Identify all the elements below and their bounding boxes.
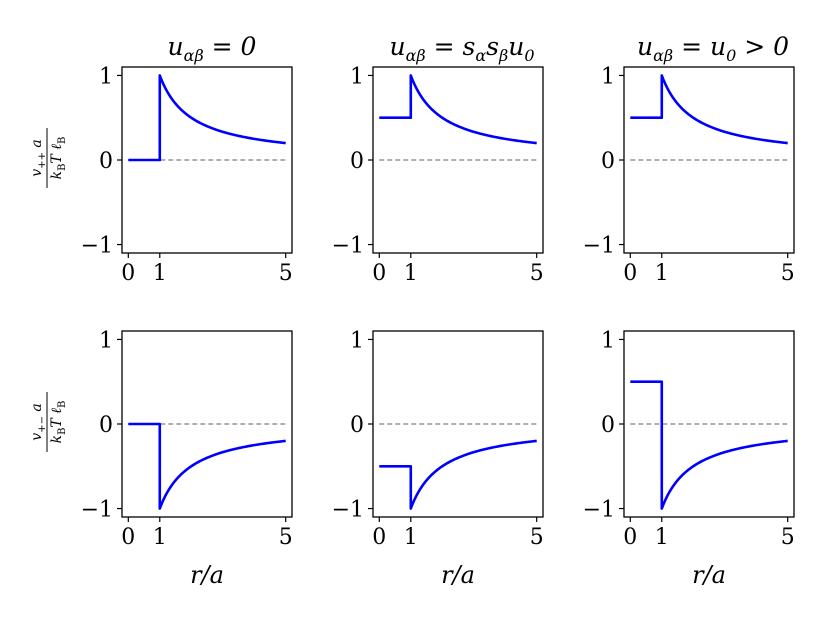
x-tick-label: 5: [781, 261, 795, 286]
column-titles: uαβ = 0 uαβ = sαsβu0 uαβ = u0 > 0: [168, 32, 790, 65]
x-tick-label: 0: [121, 261, 135, 286]
x-axis-label: r/a: [190, 561, 224, 589]
svg-text:kBT ℓB: kBT ℓB: [49, 401, 68, 444]
y-tick-label: 1: [99, 328, 113, 353]
x-tick-label: 5: [279, 525, 293, 550]
series-line: [630, 74, 788, 145]
y-tick-label: −1: [81, 234, 113, 259]
y-tick-label: 1: [601, 64, 615, 89]
x-tick-label: 0: [623, 261, 637, 286]
row2-ylabel: v+− a kBT ℓB: [29, 392, 68, 452]
series-line: [630, 380, 788, 510]
y-tick-label: 0: [601, 413, 615, 438]
x-tick-label: 0: [121, 525, 135, 550]
col-title-3: uαβ = u0 > 0: [637, 32, 789, 65]
y-tick-label: 0: [601, 149, 615, 174]
svg-text:v++ a: v++ a: [29, 139, 48, 176]
col-title-1: uαβ = 0: [168, 32, 257, 65]
x-tick-label: 1: [655, 261, 669, 286]
svg-text:v+− a: v+− a: [29, 403, 48, 440]
y-tick-label: 1: [99, 64, 113, 89]
y-tick-label: 1: [350, 64, 364, 89]
x-tick-label: 5: [530, 261, 544, 286]
series-line: [128, 422, 286, 510]
x-axis-label: r/a: [692, 561, 726, 589]
y-tick-label: 0: [99, 413, 113, 438]
x-tick-label: 1: [153, 525, 167, 550]
svg-text:kBT ℓB: kBT ℓB: [49, 137, 68, 180]
series-line: [379, 439, 537, 510]
y-tick-label: −1: [332, 234, 364, 259]
x-tick-label: 5: [781, 525, 795, 550]
series-line: [128, 74, 286, 162]
x-tick-label: 1: [153, 261, 167, 286]
x-tick-label: 5: [530, 525, 544, 550]
y-tick-label: 0: [350, 413, 364, 438]
row1-ylabel: v++ a kBT ℓB: [29, 128, 68, 188]
x-tick-label: 1: [404, 525, 418, 550]
col-title-2: uαβ = sαsβu0: [389, 32, 534, 65]
x-tick-label: 1: [404, 261, 418, 286]
x-tick-label: 0: [623, 525, 637, 550]
x-tick-label: 0: [372, 525, 386, 550]
x-axis-label: r/a: [441, 561, 475, 589]
y-tick-label: 1: [350, 328, 364, 353]
y-tick-label: −1: [583, 234, 615, 259]
y-tick-label: −1: [81, 498, 113, 523]
x-tick-label: 1: [655, 525, 669, 550]
y-tick-label: −1: [332, 498, 364, 523]
y-tick-label: 1: [601, 328, 615, 353]
series-line: [379, 74, 537, 145]
y-tick-label: −1: [583, 498, 615, 523]
x-tick-label: 0: [372, 261, 386, 286]
x-tick-label: 5: [279, 261, 293, 286]
y-tick-label: 0: [350, 149, 364, 174]
y-tick-label: 0: [99, 149, 113, 174]
